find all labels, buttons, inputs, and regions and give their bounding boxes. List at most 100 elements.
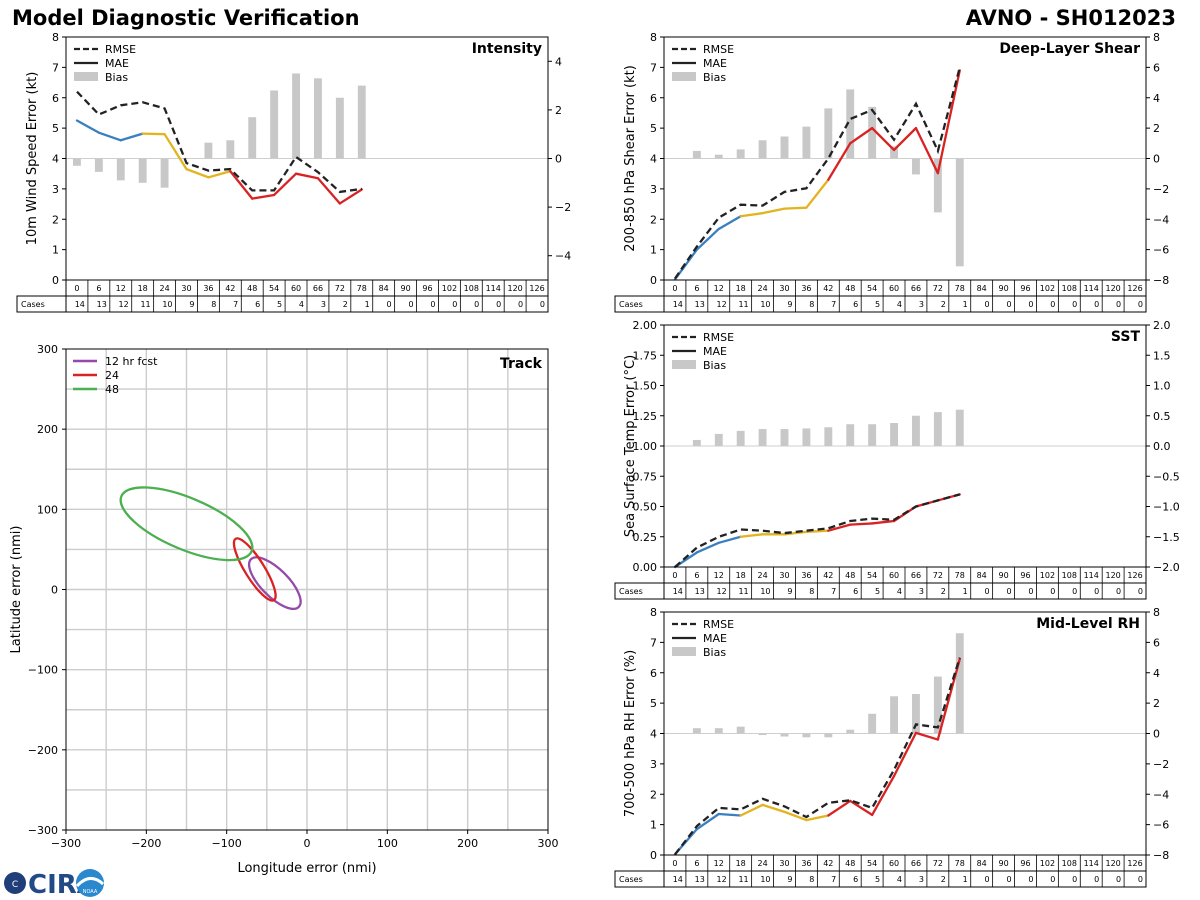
x-tick-label: 0	[304, 837, 311, 850]
case-cell: 13	[695, 875, 705, 884]
bias-bar	[846, 424, 855, 446]
hour-cell: 66	[911, 571, 921, 580]
mae-segment	[717, 215, 742, 231]
bias-bar	[846, 89, 855, 159]
y-tick-label: 2	[650, 788, 657, 801]
case-cell: 5	[277, 300, 282, 309]
y-tick-label: 2	[52, 213, 59, 226]
hour-cell: 78	[955, 284, 965, 293]
case-cell: 10	[162, 300, 172, 309]
case-cell: 1	[963, 875, 968, 884]
hour-cell: 36	[801, 859, 811, 868]
hour-cell: 42	[823, 571, 833, 580]
bias-bar	[780, 136, 789, 159]
y-tick-label: 3	[52, 183, 59, 196]
hour-cell: 90	[998, 284, 1008, 293]
panel-title: Deep-Layer Shear	[999, 41, 1140, 57]
y-tick-label: 5	[52, 122, 59, 135]
case-cell: 8	[809, 875, 814, 884]
bias-bar	[714, 728, 723, 734]
case-cell: 6	[853, 587, 858, 596]
y-tick-label: 1	[650, 819, 657, 832]
mae-segment	[783, 530, 808, 536]
bias-bar	[758, 429, 767, 446]
legend-bias-swatch	[672, 360, 696, 369]
cases-table: Cases01461312121811241030936842748654560…	[16, 279, 549, 313]
hour-cell: 114	[1084, 859, 1099, 868]
case-cell: 0	[1028, 587, 1033, 596]
case-cell: 0	[1050, 587, 1055, 596]
legend-bias-label: Bias	[703, 646, 726, 659]
cases-table: Cases01461312121811241030936842748654560…	[614, 854, 1147, 888]
y2-tick-label: −4	[1153, 213, 1169, 226]
y-tick-label: 0	[650, 274, 657, 287]
case-cell: 0	[1006, 875, 1011, 884]
x-tick-label: 100	[377, 837, 398, 850]
track-legend-label: 12 hr fcst	[105, 355, 158, 368]
mae-segment	[914, 731, 940, 741]
x-tick-label: −300	[51, 837, 81, 850]
case-cell: 13	[695, 587, 705, 596]
y2-tick-label: 0	[1153, 153, 1160, 166]
cira-logo: C CIRA NOAA	[4, 869, 105, 900]
case-cell: 9	[787, 300, 792, 309]
bias-bar	[933, 412, 942, 446]
y2-tick-label: 6	[1153, 636, 1160, 649]
hour-cell: 42	[823, 859, 833, 868]
y-tick-label: 4	[52, 153, 59, 166]
y-tick-label: 2	[650, 213, 657, 226]
mae-segment	[695, 227, 720, 251]
mae-segment	[272, 172, 298, 197]
hour-cell: 96	[1020, 284, 1030, 293]
bias-bar	[955, 409, 964, 446]
mae-segment	[695, 812, 720, 831]
track-error-ellipse	[232, 537, 277, 602]
case-cell: 14	[75, 300, 85, 309]
rmse-line	[76, 90, 362, 194]
legend-rmse-label: RMSE	[703, 43, 734, 56]
y-tick-label: 8	[650, 606, 657, 619]
hour-cell: 126	[529, 284, 544, 293]
hour-cell: 90	[400, 284, 410, 293]
case-cell: 5	[875, 587, 880, 596]
bias-bar	[868, 713, 877, 734]
bias-bar	[714, 433, 723, 446]
mae-segment	[870, 126, 896, 152]
case-cell: 10	[760, 875, 770, 884]
y2-tick-label: 0	[1153, 728, 1160, 741]
y-tick-label: 4	[650, 728, 657, 741]
mae-segment	[936, 657, 961, 741]
mae-segment	[739, 533, 764, 538]
hour-cell: 48	[845, 859, 855, 868]
noaa-logo-bird	[75, 877, 105, 888]
mae-segment	[717, 812, 742, 817]
hour-cell: 0	[672, 571, 677, 580]
hour-cell: 72	[933, 859, 943, 868]
case-cell: 0	[1006, 300, 1011, 309]
bias-bar	[912, 158, 920, 175]
case-cell: 0	[1028, 300, 1033, 309]
y-tick-label: 6	[650, 667, 657, 680]
hour-cell: 54	[269, 284, 279, 293]
panel-sst: 0.000.250.500.751.001.251.501.752.00−2.0…	[614, 319, 1180, 600]
hour-cell: 72	[335, 284, 345, 293]
x-tick-label: 200	[457, 837, 478, 850]
hour-cell: 72	[933, 284, 943, 293]
hour-cell: 30	[779, 571, 789, 580]
rmse-line	[674, 67, 961, 280]
case-cell: 7	[233, 300, 238, 309]
cases-label: Cases	[619, 875, 643, 884]
cira-logo-emblem	[4, 872, 26, 894]
case-cell: 0	[1138, 300, 1143, 309]
mae-segment	[119, 132, 144, 142]
hour-cell: 78	[955, 571, 965, 580]
mae-segment	[805, 178, 830, 209]
case-cell: 8	[211, 300, 216, 309]
hour-cell: 66	[911, 859, 921, 868]
bias-bar	[736, 149, 745, 159]
bias-bar	[758, 140, 767, 159]
legend-rmse-label: RMSE	[703, 331, 734, 344]
y-tick-label: 0	[52, 274, 59, 287]
hour-cell: 66	[911, 284, 921, 293]
